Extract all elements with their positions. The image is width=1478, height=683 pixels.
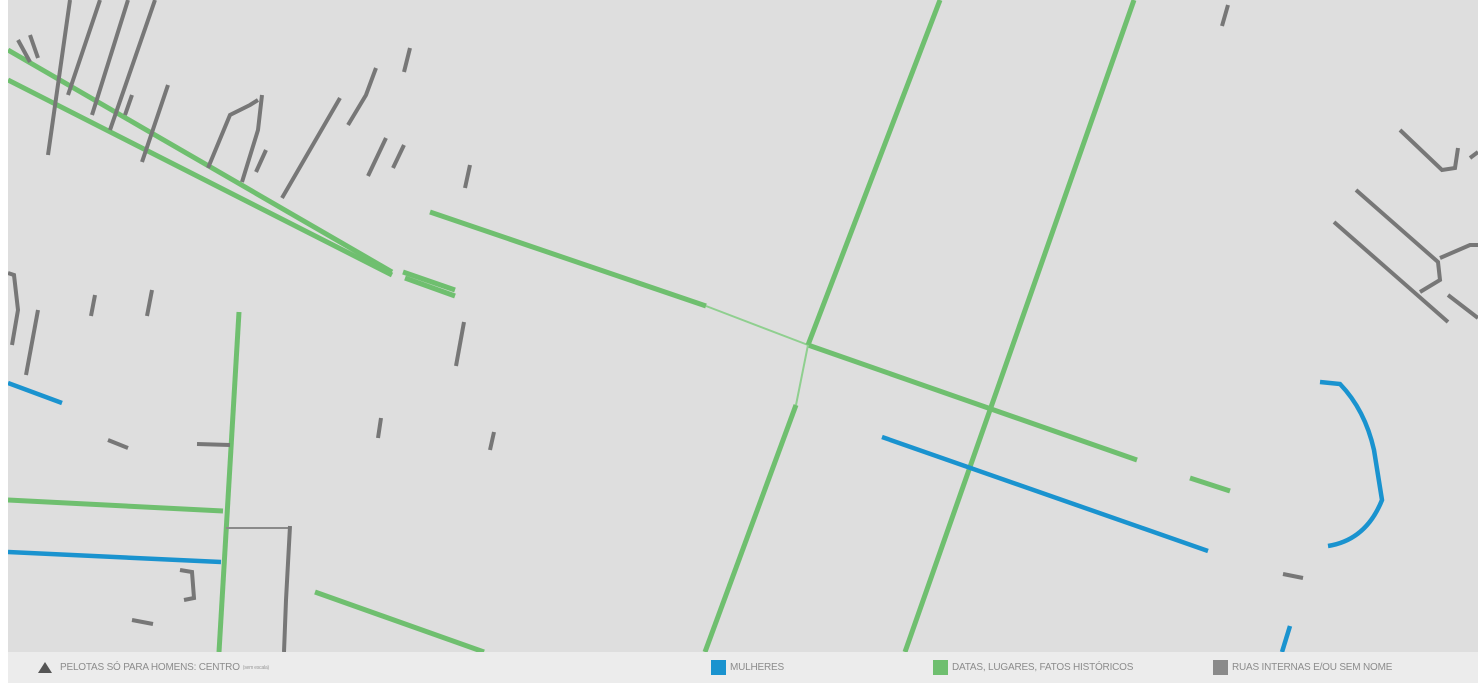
street-gray (454, 321, 466, 367)
street-gray (66, 0, 102, 96)
street-gray (196, 442, 231, 447)
street-green (314, 589, 485, 652)
street-gray (402, 47, 412, 73)
street-gray (463, 164, 472, 189)
legend-label: MULHERES (730, 662, 784, 673)
street-gray (1354, 188, 1443, 294)
street-map[interactable] (8, 0, 1478, 652)
legend-item-datas: DATAS, LUGARES, FATOS HISTÓRICOS (933, 652, 1133, 683)
street-gray (366, 137, 388, 177)
street-gray (16, 39, 32, 63)
warning-triangle-icon (38, 662, 52, 673)
legend-swatch-green (933, 660, 948, 675)
street-gray (282, 525, 292, 652)
street-gray (46, 0, 72, 156)
street-green (902, 0, 1137, 652)
street-gray (280, 96, 342, 200)
street-gray (240, 94, 264, 183)
street-gray (346, 67, 378, 127)
street-green (805, 0, 943, 346)
street-green (8, 47, 394, 275)
legend-title: PELOTAS SÓ PARA HOMENS: CENTRO (sem esca… (38, 652, 269, 683)
street-green (807, 342, 1138, 463)
street-gray (28, 34, 40, 59)
women-streets (8, 379, 1385, 652)
street-blue (1319, 379, 1385, 549)
street-gray (1332, 220, 1450, 324)
street-green (8, 77, 394, 278)
street-gray (140, 84, 170, 163)
street-green (404, 275, 456, 299)
street-gray (1446, 293, 1478, 320)
street-gray (391, 144, 406, 169)
street-green (705, 305, 809, 346)
street-gray (90, 0, 130, 116)
street-gray (107, 438, 129, 450)
street-blue (881, 434, 1209, 554)
street-green (402, 269, 456, 293)
map-legend: PELOTAS SÓ PARA HOMENS: CENTRO (sem esca… (8, 652, 1478, 683)
legend-label: RUAS INTERNAS E/OU SEM NOME (1232, 662, 1393, 673)
street-gray (24, 309, 40, 376)
street-blue (8, 549, 222, 565)
street-gray (1398, 128, 1460, 173)
street-green (702, 404, 799, 652)
street-gray (8, 271, 21, 346)
street-green (429, 209, 707, 309)
legend-item-mulheres: MULHERES (711, 652, 784, 683)
street-gray (1282, 572, 1304, 580)
street-blue (8, 380, 63, 406)
street-gray (108, 0, 157, 131)
street-green (8, 497, 224, 514)
street-gray (254, 149, 268, 173)
street-gray (376, 417, 383, 439)
legend-swatch-gray (1213, 660, 1228, 675)
street-gray (179, 568, 197, 602)
legend-swatch-blue (711, 660, 726, 675)
street-gray (488, 431, 496, 451)
street-blue (1279, 625, 1293, 652)
street-green (216, 311, 242, 652)
street-gray (206, 98, 260, 169)
street-gray (145, 289, 154, 317)
legend-item-ruas: RUAS INTERNAS E/OU SEM NOME (1213, 652, 1392, 683)
street-gray (1468, 150, 1478, 160)
street-gray (1220, 4, 1230, 27)
street-gray (89, 294, 97, 317)
street-green (1189, 475, 1231, 494)
street-gray (123, 94, 134, 116)
street-map-svg (8, 0, 1478, 652)
legend-label: DATAS, LUGARES, FATOS HISTÓRICOS (952, 662, 1134, 673)
street-green (795, 344, 809, 406)
street-gray (1439, 243, 1478, 260)
map-title-note: (sem escala) (242, 664, 269, 671)
historical-streets (8, 0, 1231, 652)
map-title: PELOTAS SÓ PARA HOMENS: CENTRO (60, 662, 240, 673)
unnamed-streets (8, 0, 1478, 652)
street-gray (131, 618, 154, 626)
